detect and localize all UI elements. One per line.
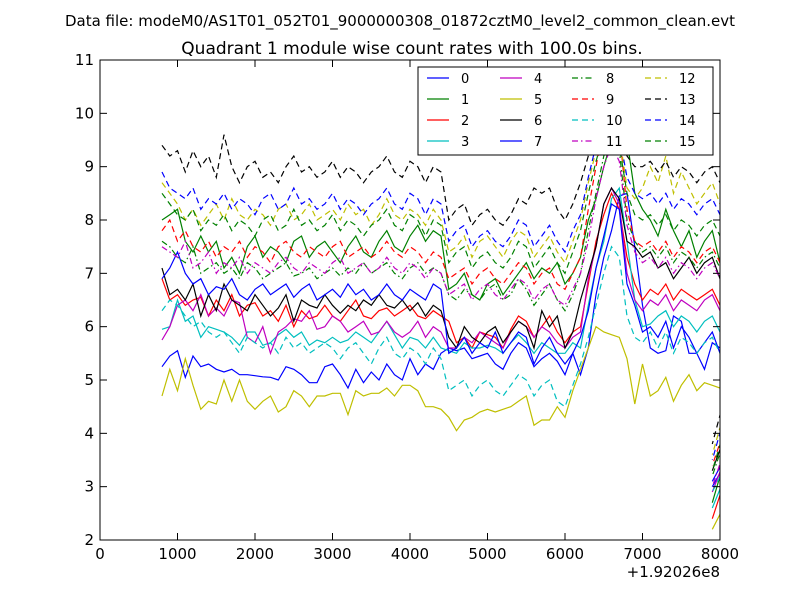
legend-label-3: 3 <box>461 135 469 150</box>
series-line-9 <box>162 103 782 466</box>
x-tick-label: 3000 <box>313 545 351 563</box>
series-line-5 <box>162 327 782 530</box>
legend-label-9: 9 <box>606 93 614 108</box>
series-line-13 <box>162 108 782 444</box>
x-tick-label: 2000 <box>236 545 274 563</box>
x-offset-label: +1.92026e8 <box>627 563 720 581</box>
legend: 0123456789101112131415 <box>418 67 713 155</box>
y-tick-label: 8 <box>84 211 94 229</box>
y-tick-label: 2 <box>84 531 94 549</box>
legend-label-12: 12 <box>679 72 696 87</box>
legend-label-4: 4 <box>534 72 542 87</box>
legend-label-6: 6 <box>534 114 542 129</box>
legend-label-11: 11 <box>606 135 623 150</box>
legend-label-5: 5 <box>534 93 542 108</box>
x-tick-label: 5000 <box>468 545 506 563</box>
legend-label-8: 8 <box>606 72 614 87</box>
series-line-2 <box>162 193 782 518</box>
y-tick-label: 11 <box>75 51 94 69</box>
legend-label-0: 0 <box>461 72 469 87</box>
legend-label-13: 13 <box>679 93 696 108</box>
series-line-11 <box>162 145 782 486</box>
y-tick-label: 7 <box>84 264 94 282</box>
x-tick-label: 4000 <box>391 545 429 563</box>
y-tick-label: 4 <box>84 424 94 442</box>
data-file-label: Data file: modeM0/AS1T01_052T01_90000003… <box>65 12 735 31</box>
x-tick-label: 1000 <box>158 545 196 563</box>
y-tick-label: 9 <box>84 158 94 176</box>
series-line-4 <box>162 188 782 492</box>
series-line-1 <box>162 135 782 503</box>
series-line-15 <box>162 124 782 471</box>
legend-label-2: 2 <box>461 114 469 129</box>
x-tick-label: 8000 <box>701 545 739 563</box>
chart-title: Quadrant 1 module wise count rates with … <box>181 39 642 59</box>
y-tick-label: 10 <box>75 104 94 122</box>
legend-label-1: 1 <box>461 93 469 108</box>
series-line-14 <box>162 113 782 460</box>
legend-label-7: 7 <box>534 135 542 150</box>
series-layer <box>162 103 782 530</box>
y-tick-label: 6 <box>84 318 94 336</box>
x-tick-label: 0 <box>95 545 105 563</box>
y-tick-label: 5 <box>84 371 94 389</box>
y-tick-label: 3 <box>84 478 94 496</box>
legend-label-15: 15 <box>679 135 696 150</box>
legend-label-14: 14 <box>679 114 696 129</box>
x-tick-label: 6000 <box>546 545 584 563</box>
legend-label-10: 10 <box>606 114 623 129</box>
x-tick-label: 7000 <box>623 545 661 563</box>
